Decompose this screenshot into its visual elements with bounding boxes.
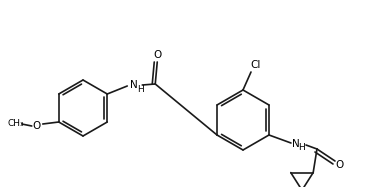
Text: N: N [131, 80, 138, 90]
Text: CH₃: CH₃ [7, 119, 24, 128]
Text: O: O [33, 121, 41, 131]
Text: Cl: Cl [251, 60, 261, 70]
Text: H: H [137, 85, 143, 94]
Text: N: N [292, 139, 300, 149]
Text: O: O [153, 50, 162, 60]
Text: O: O [336, 160, 344, 170]
Text: H: H [299, 143, 305, 153]
